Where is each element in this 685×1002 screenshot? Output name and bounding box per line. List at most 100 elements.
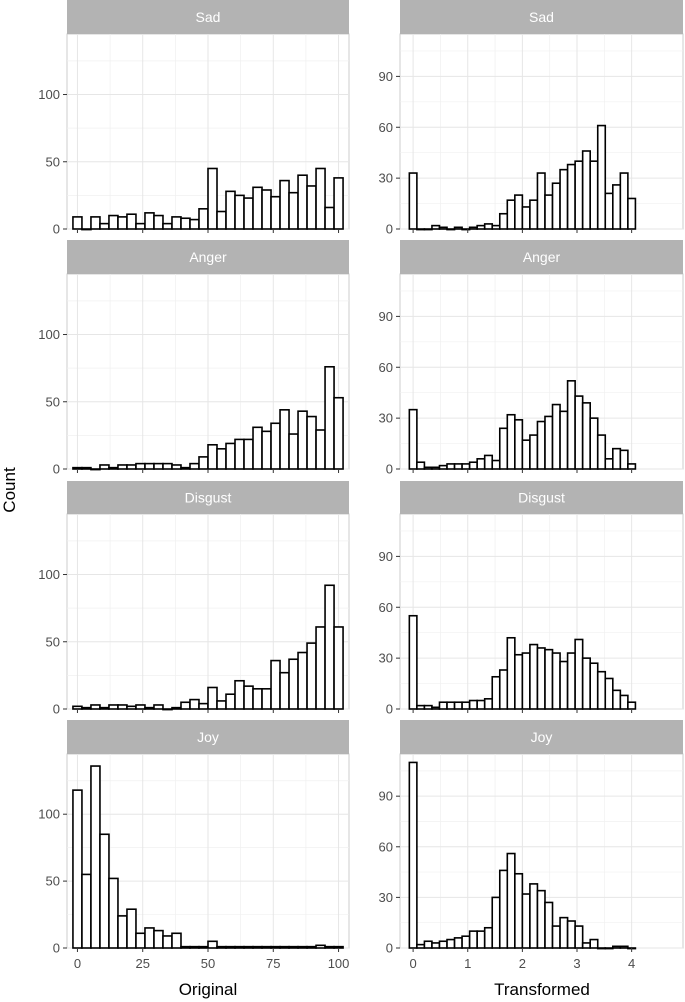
histogram-bar <box>180 466 191 470</box>
histogram-bar <box>461 701 471 710</box>
histogram-bar <box>506 852 516 949</box>
histogram-bar <box>612 447 622 470</box>
histogram-bar <box>431 224 441 230</box>
histogram-bar <box>117 915 128 949</box>
y-tick-label: 60 <box>379 120 393 135</box>
panel-original-anger: Anger <box>66 240 350 471</box>
histogram-bar <box>324 945 335 949</box>
histogram-bar <box>198 702 209 710</box>
histogram-bar <box>514 419 524 470</box>
histogram-bar <box>423 228 433 231</box>
histogram-bar <box>574 160 584 230</box>
histogram-bar <box>162 935 173 949</box>
histogram-bars <box>408 761 637 950</box>
histogram-bars <box>408 124 637 231</box>
histogram-bar <box>589 938 599 949</box>
histogram-bar <box>604 192 614 230</box>
histogram-bar <box>198 945 209 949</box>
histogram-bar <box>589 160 599 230</box>
facet-strip <box>400 0 683 34</box>
histogram-bar <box>566 163 576 230</box>
histogram-bar <box>117 704 128 710</box>
y-tick-label: 0 <box>53 462 60 477</box>
histogram-bar <box>483 454 494 470</box>
histogram-bar <box>270 945 281 949</box>
histogram-bar <box>153 462 164 470</box>
histogram-bar <box>559 410 569 470</box>
histogram-bar <box>315 944 326 949</box>
histogram-bar <box>506 199 516 230</box>
histogram-bar <box>566 380 576 470</box>
histogram-bar <box>72 466 83 470</box>
histogram-bar <box>306 945 317 949</box>
histogram-bar <box>536 172 546 230</box>
histogram-bar <box>536 420 546 470</box>
histogram-bar <box>117 464 128 470</box>
histogram-bar <box>559 168 569 230</box>
panel-transformed-disgust: Disgust <box>399 481 684 710</box>
x-axis-title-original: Original <box>179 980 238 999</box>
y-axis-title: Count <box>0 467 19 513</box>
histogram-bar <box>559 916 569 949</box>
histogram-bar <box>99 706 110 710</box>
histogram-bar <box>198 456 209 470</box>
facet-strip <box>67 240 349 274</box>
histogram-bar <box>108 704 119 710</box>
histogram-bar <box>612 945 622 949</box>
histogram-bar <box>126 213 137 230</box>
histogram-bar <box>514 653 524 710</box>
histogram-bar <box>446 228 456 231</box>
histogram-bar <box>162 462 173 470</box>
histogram-bar <box>521 652 531 710</box>
histogram-bar <box>453 226 463 230</box>
histogram-bar <box>144 927 155 949</box>
histogram-bar <box>559 660 569 710</box>
histogram-bar <box>483 698 494 710</box>
histogram-bar <box>297 945 308 949</box>
histogram-bar <box>416 704 426 710</box>
histogram-bar <box>207 686 218 710</box>
histogram-bar <box>596 947 607 950</box>
y-tick-label: 90 <box>379 789 393 804</box>
histogram-bar <box>81 466 92 470</box>
facet-strip <box>400 720 683 754</box>
histogram-bar <box>315 626 326 710</box>
histogram-bar <box>288 658 299 710</box>
histogram-bar <box>408 172 418 230</box>
y-tick-label: 100 <box>38 567 60 582</box>
histogram-bar <box>288 945 299 949</box>
histogram-bar <box>270 659 281 710</box>
x-tick-label: 25 <box>135 956 149 971</box>
histogram-bar <box>90 704 101 710</box>
histogram-bar <box>416 228 426 231</box>
histogram-bar <box>234 679 245 710</box>
histogram-bar <box>514 872 524 949</box>
histogram-bar <box>135 704 146 710</box>
histogram-bar <box>416 943 426 949</box>
histogram-bar <box>566 920 576 949</box>
histogram-bar <box>423 466 433 470</box>
histogram-bar <box>144 462 155 470</box>
histogram-bar <box>506 413 516 470</box>
histogram-bar <box>216 448 227 470</box>
histogram-bar <box>491 224 501 230</box>
histogram-bars <box>72 365 344 471</box>
histogram-bar <box>252 186 263 230</box>
x-axis-title-transformed: Transformed <box>494 980 590 999</box>
x-tick-label: 100 <box>328 956 350 971</box>
histogram-bar <box>619 449 629 470</box>
histogram-bar <box>551 182 561 230</box>
histogram-bars <box>72 167 344 231</box>
y-tick-label: 100 <box>38 807 60 822</box>
y-tick-label: 60 <box>379 360 393 375</box>
histogram-bar <box>297 174 308 230</box>
x-tick-label: 0 <box>74 956 81 971</box>
histogram-bar <box>135 462 146 470</box>
x-tick-label: 2 <box>519 956 526 971</box>
histogram-bar <box>225 442 236 470</box>
facet-strip-label: Anger <box>523 249 561 265</box>
histogram-bar <box>468 226 478 230</box>
histogram-bar <box>438 701 448 710</box>
